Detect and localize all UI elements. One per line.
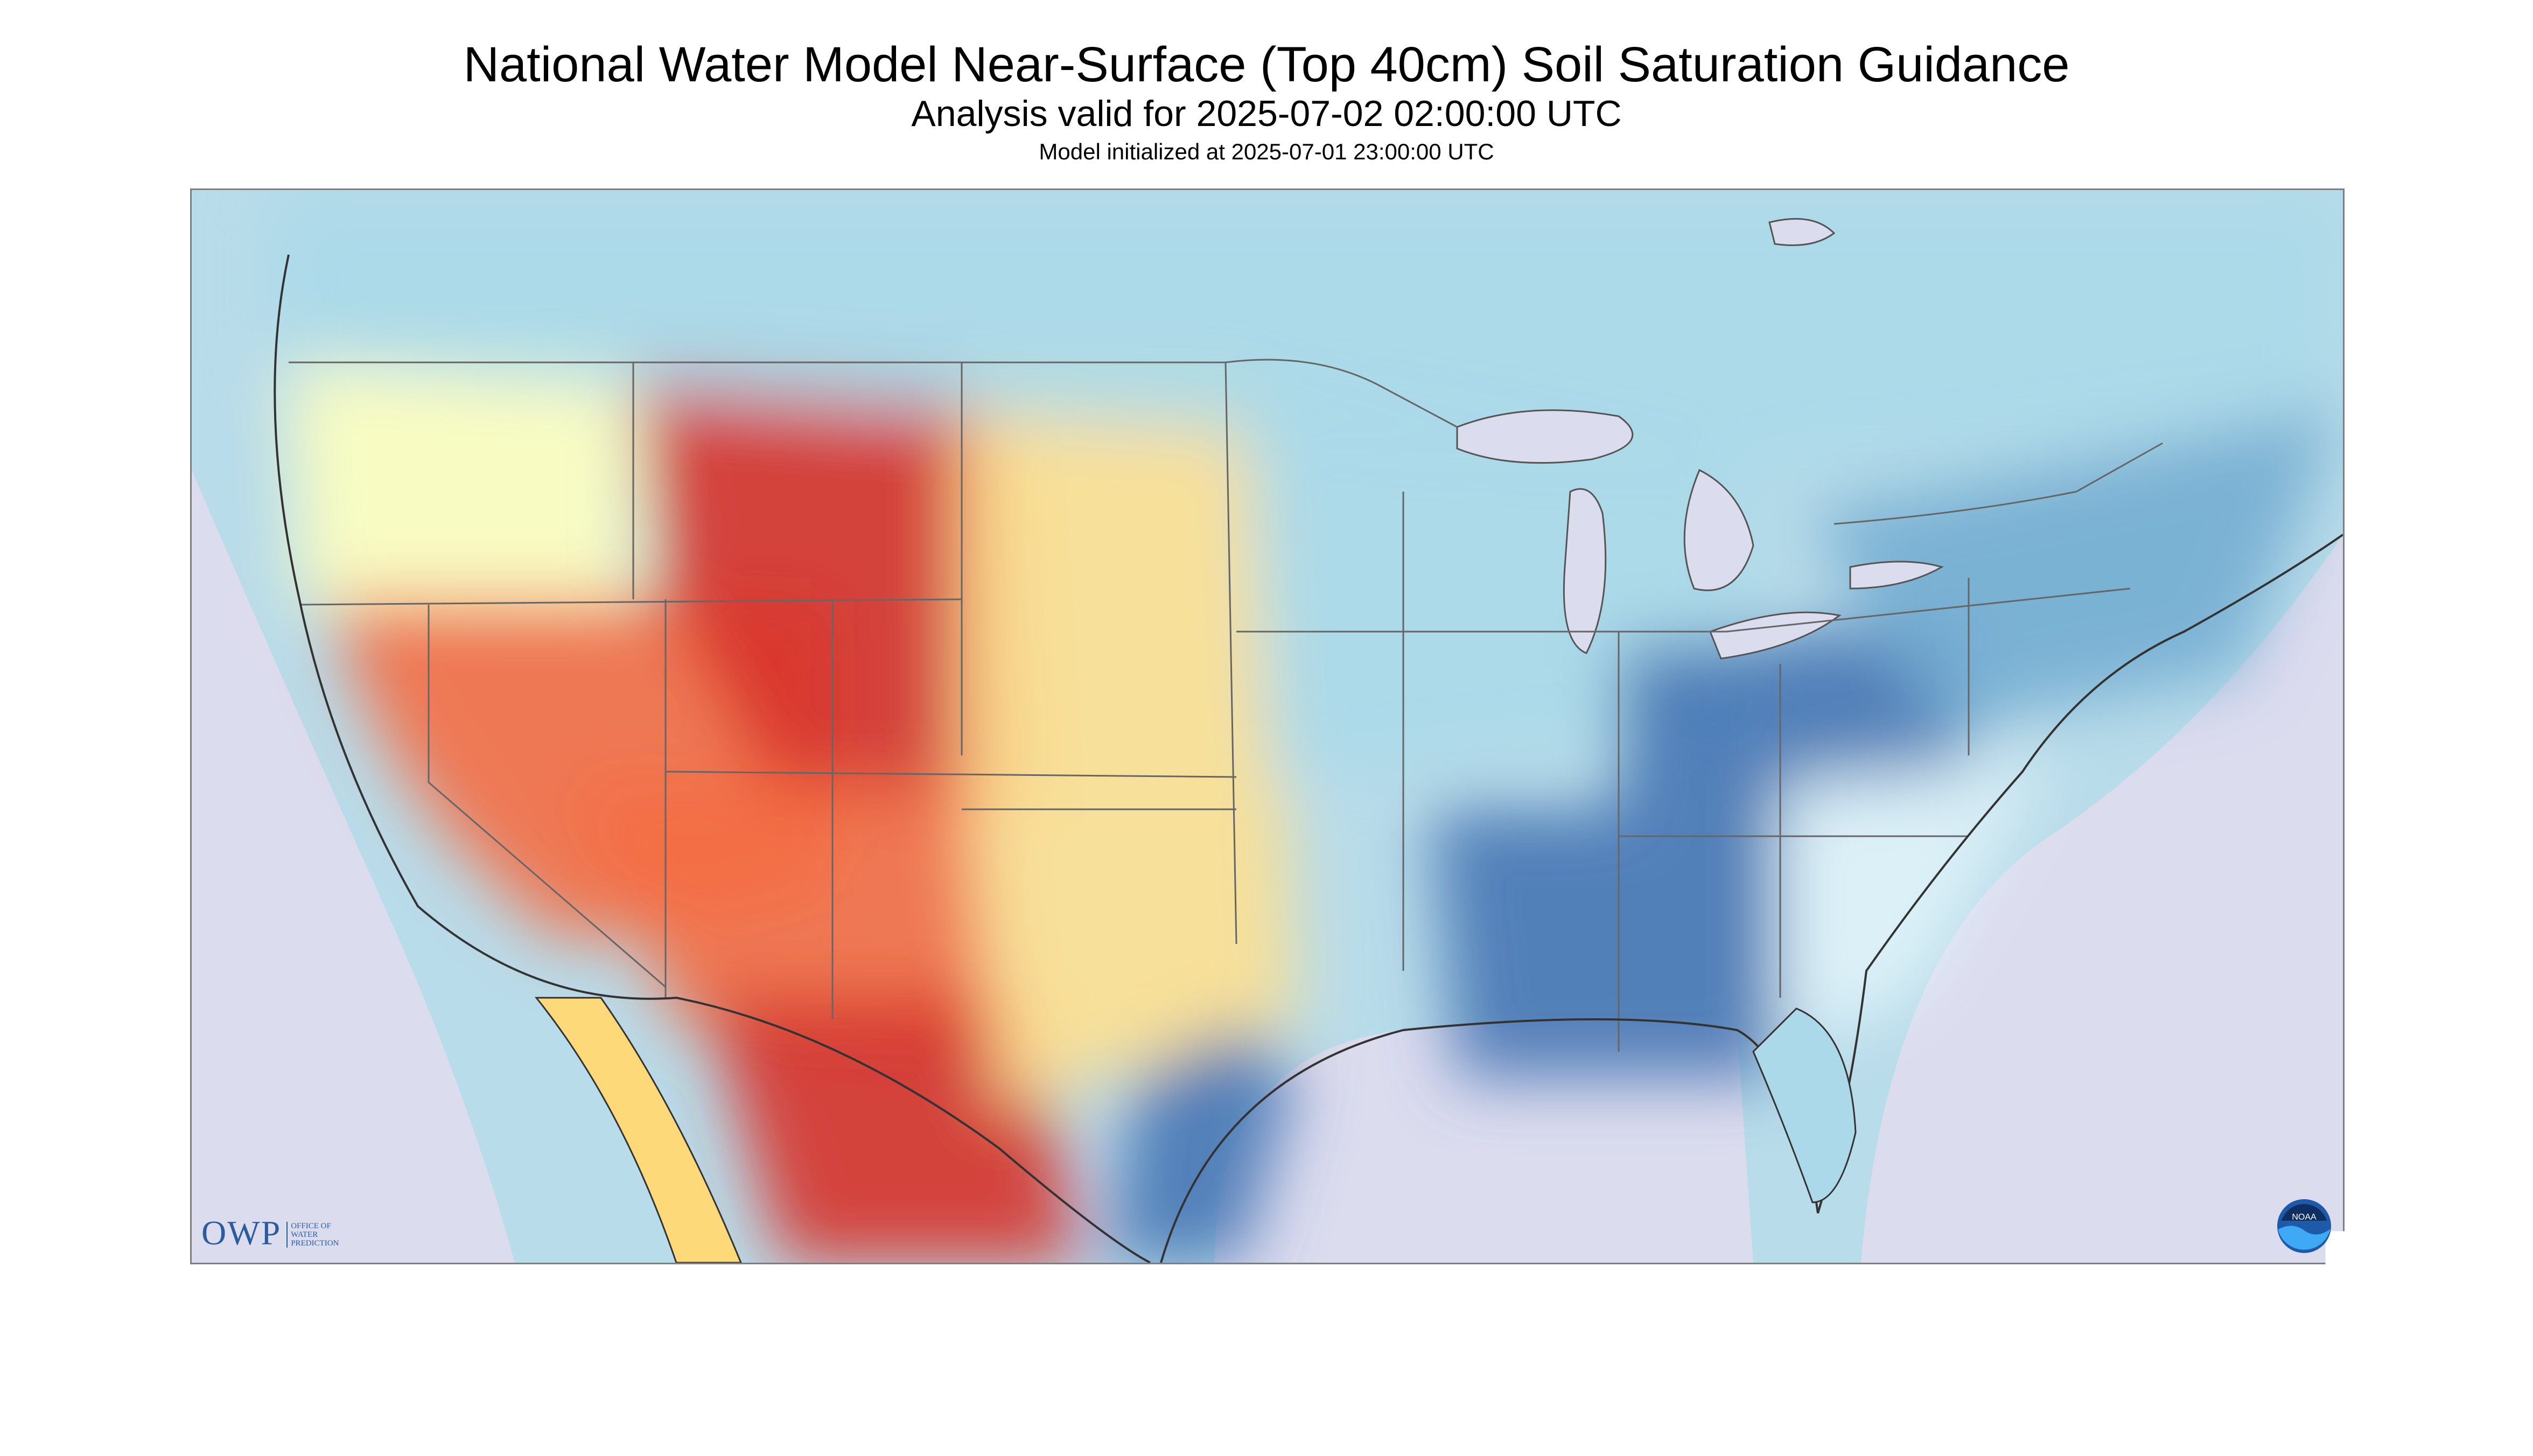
legend-label: 5: [768, 1302, 783, 1332]
noaa-logo-icon: NOAA: [2276, 1198, 2332, 1254]
legend-label: 95: [1876, 1302, 1904, 1332]
owp-sub-line-2: WATER: [291, 1230, 318, 1239]
legend-bin-85-95: [1768, 1353, 1892, 1385]
color-legend: [528, 1352, 2017, 1387]
legend-bin-5-15: [777, 1353, 901, 1385]
map-subtitle: Analysis valid for 2025-07-02 02:00:00 U…: [0, 93, 2533, 135]
legend-bin-65-75: [1520, 1353, 1644, 1385]
model-init-line: Model initialized at 2025-07-01 23:00:00…: [0, 139, 2533, 165]
legend-bin-45-55: [1272, 1353, 1396, 1385]
legend-label: 45: [1256, 1302, 1285, 1332]
owp-sub-line-1: OFFICE OF: [291, 1222, 331, 1230]
legend-label: 25: [1009, 1302, 1037, 1332]
legend-label: 100: [1992, 1302, 2035, 1332]
owp-logo-subtext: OFFICE OF WATER PREDICTION: [286, 1222, 339, 1248]
legend-label: ndv: [491, 1302, 532, 1332]
lake-superior: [1457, 410, 1633, 463]
legend-bin-35-45: [1149, 1353, 1272, 1385]
region-great-plains: [962, 362, 1296, 1105]
owp-sub-line-3: PREDICTION: [291, 1239, 339, 1248]
map-title: National Water Model Near-Surface (Top 4…: [0, 37, 2533, 93]
legend-bin-ndv: [529, 1353, 653, 1385]
legend-bin-15-25: [901, 1353, 1025, 1385]
region-pacific-northwest: [289, 352, 633, 605]
legend-bin-55-65: [1396, 1353, 1520, 1385]
region-lower-mississippi: [1430, 809, 1780, 1079]
legend-bin-25-35: [1025, 1353, 1149, 1385]
map-panel: OWP OFFICE OF WATER PREDICTION NOAA: [190, 188, 2345, 1264]
legend-unit: Percent: [0, 1406, 2533, 1439]
legend-label: 85: [1752, 1302, 1780, 1332]
soil-saturation-map: [192, 190, 2343, 1263]
legend-label: 55: [1380, 1302, 1409, 1332]
legend-label: 75: [1628, 1302, 1656, 1332]
legend-label: 65: [1504, 1302, 1533, 1332]
legend-label: 15: [885, 1302, 913, 1332]
legend-label: 0: [645, 1302, 659, 1332]
noaa-logo-text: NOAA: [2292, 1213, 2317, 1222]
legend-bin-0-5: [653, 1353, 777, 1385]
owp-logo: OWP OFFICE OF WATER PREDICTION: [201, 1213, 339, 1253]
owp-logo-text: OWP: [201, 1213, 281, 1253]
legend-label: 35: [1132, 1302, 1161, 1332]
legend-bin-75-85: [1644, 1353, 1768, 1385]
legend-bin-95-100: [1892, 1353, 2016, 1385]
